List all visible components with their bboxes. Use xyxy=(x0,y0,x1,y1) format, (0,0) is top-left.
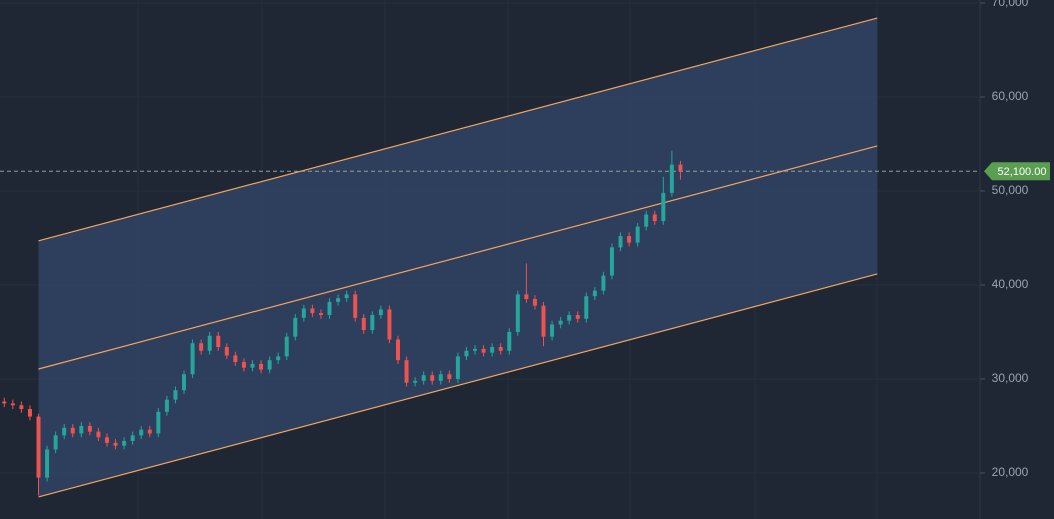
candle-body xyxy=(199,343,204,351)
candle-body xyxy=(233,355,238,363)
y-tick-label: 60,000 xyxy=(992,89,1029,103)
candle-body xyxy=(550,324,555,337)
candle-body xyxy=(404,360,409,383)
candle-body xyxy=(122,440,127,446)
y-tick-label: 20,000 xyxy=(992,465,1029,479)
candle-body xyxy=(430,375,435,381)
candle-body xyxy=(130,435,135,441)
last-price-label: 52,100.00 xyxy=(998,166,1047,178)
channel-upper xyxy=(38,17,878,242)
candle-body xyxy=(601,275,606,291)
candle-body xyxy=(104,437,109,443)
candle-body xyxy=(678,164,683,172)
candle-body xyxy=(464,350,469,357)
candle-body xyxy=(318,313,323,316)
candle-body xyxy=(62,427,67,436)
candle-body xyxy=(156,411,161,434)
candle-body xyxy=(276,356,281,361)
candle-body xyxy=(618,236,623,248)
candle-body xyxy=(524,294,529,300)
candle-body xyxy=(421,375,426,381)
candle-body xyxy=(336,298,341,302)
candle-body xyxy=(609,247,614,276)
candle-body xyxy=(87,425,92,432)
candle-body xyxy=(584,296,589,319)
candle-body xyxy=(438,374,443,381)
channel-middle xyxy=(38,145,878,370)
candle-body xyxy=(644,214,649,227)
candle-body xyxy=(447,374,452,379)
candle-body xyxy=(173,390,178,400)
candle-body xyxy=(139,429,144,436)
candle-body xyxy=(498,347,503,351)
candle-body xyxy=(652,214,657,222)
last-price-tag xyxy=(984,162,1050,181)
candle-body xyxy=(70,427,75,434)
candle-body xyxy=(370,315,375,331)
candle-body xyxy=(250,363,255,368)
candle-body xyxy=(207,335,212,351)
candle-body xyxy=(27,409,32,417)
candle-body xyxy=(190,343,195,375)
candle-body xyxy=(669,164,674,193)
candle-body xyxy=(241,362,246,368)
candle-body xyxy=(36,416,41,478)
candle-body xyxy=(284,336,289,357)
candle-body xyxy=(164,399,169,412)
candle-body xyxy=(395,339,400,361)
candle-body xyxy=(224,347,229,356)
candle-body xyxy=(216,335,221,348)
candle-body xyxy=(182,374,187,391)
y-tick-label: 40,000 xyxy=(992,277,1029,291)
candle-body xyxy=(301,308,306,318)
candle-body xyxy=(344,294,349,299)
candle-body xyxy=(455,356,460,379)
candle-body xyxy=(507,331,512,351)
candle-body xyxy=(361,317,366,331)
candle-body xyxy=(327,301,332,316)
y-tick-label: 30,000 xyxy=(992,371,1029,385)
candle-body xyxy=(515,294,520,332)
candle-body xyxy=(575,315,580,319)
candle-body xyxy=(2,401,7,404)
candle-body xyxy=(147,429,152,434)
y-tick-label: 70,000 xyxy=(992,0,1029,9)
candle-body xyxy=(19,405,24,410)
candle-body xyxy=(378,309,383,316)
candle-body xyxy=(592,290,597,297)
candle-body xyxy=(567,315,572,321)
candle-body xyxy=(473,348,478,351)
candle-body xyxy=(267,360,272,370)
candle-body xyxy=(113,442,118,446)
candle-body xyxy=(481,348,486,353)
candle-body xyxy=(541,305,546,337)
channel-lower xyxy=(38,273,878,498)
y-tick-label: 50,000 xyxy=(992,183,1029,197)
candle-body xyxy=(10,403,15,406)
candle-body xyxy=(490,347,495,353)
candle-body xyxy=(635,226,640,243)
candle-body xyxy=(293,317,298,337)
candle-body xyxy=(413,380,418,383)
candle-body xyxy=(96,431,101,438)
candle-body xyxy=(310,308,315,314)
candle-body xyxy=(558,320,563,325)
candle-body xyxy=(79,425,84,434)
candle-body xyxy=(353,294,358,318)
candle-body xyxy=(661,192,666,222)
candle-body xyxy=(45,449,50,478)
candle-body xyxy=(53,435,58,450)
candle-body xyxy=(259,363,264,370)
candle-body xyxy=(387,309,392,340)
candle-body xyxy=(532,299,537,306)
candle-body xyxy=(627,236,632,243)
